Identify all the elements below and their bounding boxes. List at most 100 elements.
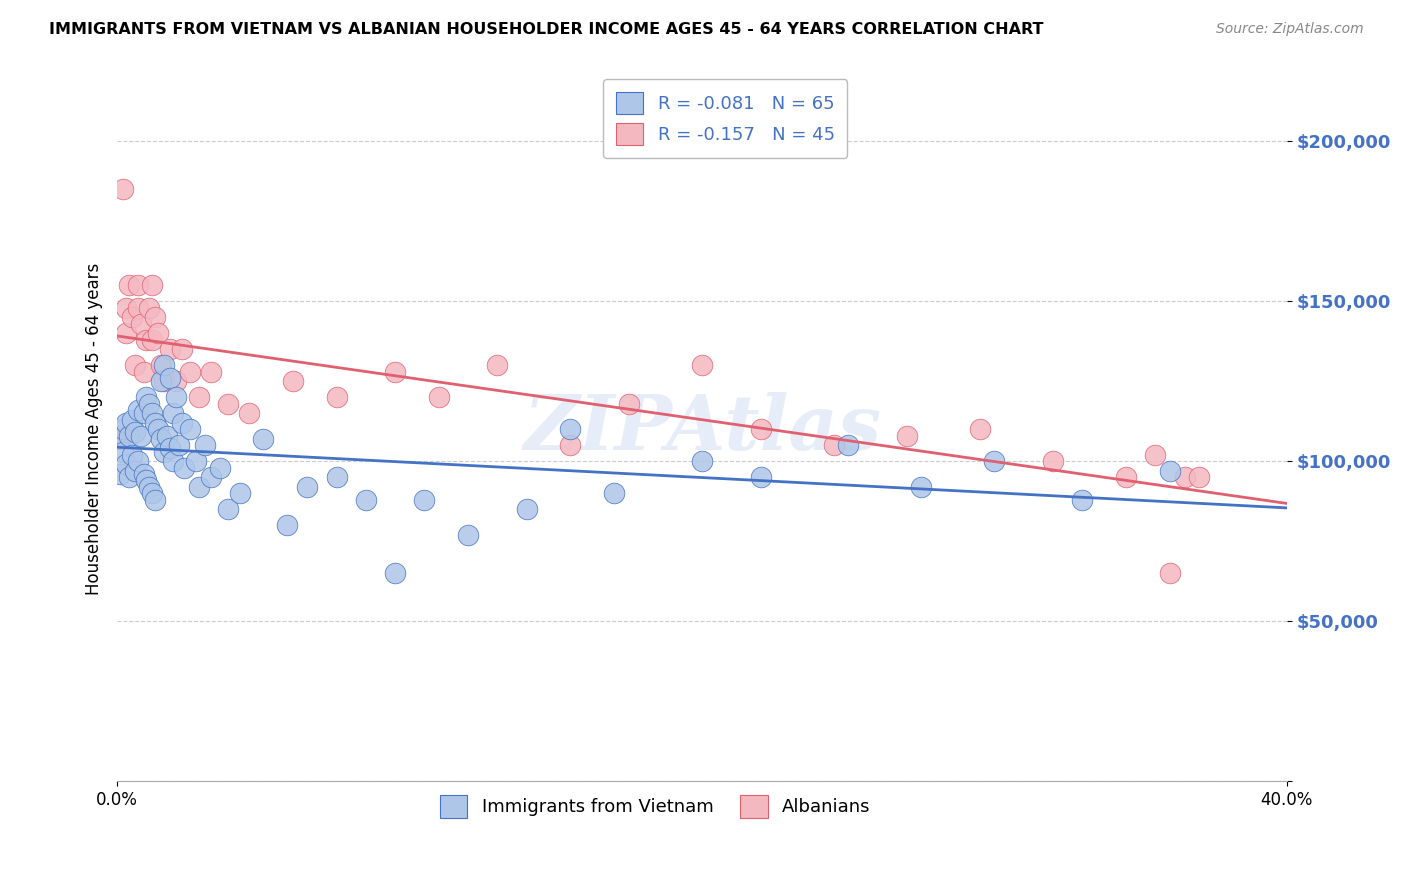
Point xyxy=(1159,464,1181,478)
Point xyxy=(617,397,640,411)
Point xyxy=(108,432,131,446)
Point xyxy=(516,502,538,516)
Point xyxy=(124,358,146,372)
Point xyxy=(115,301,138,315)
Point xyxy=(486,358,509,372)
Point xyxy=(1159,566,1181,581)
Point xyxy=(129,428,152,442)
Point xyxy=(179,365,201,379)
Point xyxy=(749,422,772,436)
Point xyxy=(200,470,222,484)
Point xyxy=(127,278,149,293)
Point xyxy=(153,444,176,458)
Point xyxy=(132,467,155,481)
Point xyxy=(1144,448,1167,462)
Point xyxy=(159,371,181,385)
Point xyxy=(194,438,217,452)
Point xyxy=(983,454,1005,468)
Point xyxy=(910,480,932,494)
Point xyxy=(159,343,181,357)
Point xyxy=(143,416,166,430)
Point xyxy=(143,310,166,325)
Point xyxy=(749,470,772,484)
Point xyxy=(1188,470,1211,484)
Point xyxy=(165,374,187,388)
Point xyxy=(188,480,211,494)
Point xyxy=(1173,470,1195,484)
Point xyxy=(603,486,626,500)
Point xyxy=(325,470,347,484)
Point xyxy=(135,333,157,347)
Point xyxy=(135,474,157,488)
Point xyxy=(896,428,918,442)
Point xyxy=(252,432,274,446)
Point xyxy=(108,428,131,442)
Point xyxy=(141,486,163,500)
Point xyxy=(217,502,239,516)
Point xyxy=(112,182,135,196)
Point xyxy=(229,486,252,500)
Point xyxy=(173,460,195,475)
Point xyxy=(146,422,169,436)
Point xyxy=(127,454,149,468)
Point xyxy=(124,425,146,440)
Text: Source: ZipAtlas.com: Source: ZipAtlas.com xyxy=(1216,22,1364,37)
Point xyxy=(690,358,713,372)
Point xyxy=(146,326,169,341)
Point xyxy=(115,326,138,341)
Point xyxy=(413,492,436,507)
Point xyxy=(162,454,184,468)
Point xyxy=(170,343,193,357)
Point xyxy=(121,448,143,462)
Point xyxy=(150,374,173,388)
Point xyxy=(165,390,187,404)
Point xyxy=(121,412,143,426)
Point xyxy=(188,390,211,404)
Point xyxy=(108,467,131,481)
Point xyxy=(384,566,406,581)
Point xyxy=(457,527,479,541)
Point xyxy=(217,397,239,411)
Point xyxy=(560,438,582,452)
Point xyxy=(112,422,135,436)
Point xyxy=(325,390,347,404)
Point xyxy=(135,390,157,404)
Point xyxy=(170,416,193,430)
Point xyxy=(281,374,304,388)
Point xyxy=(156,428,179,442)
Point xyxy=(129,317,152,331)
Point xyxy=(118,428,141,442)
Point xyxy=(969,422,991,436)
Point xyxy=(427,390,450,404)
Point xyxy=(276,518,298,533)
Point xyxy=(115,458,138,472)
Point xyxy=(1042,454,1064,468)
Point xyxy=(138,301,160,315)
Point xyxy=(115,416,138,430)
Point xyxy=(141,278,163,293)
Point xyxy=(121,310,143,325)
Point xyxy=(124,464,146,478)
Point xyxy=(823,438,845,452)
Point xyxy=(690,454,713,468)
Point xyxy=(138,480,160,494)
Point xyxy=(167,438,190,452)
Point xyxy=(297,480,319,494)
Y-axis label: Householder Income Ages 45 - 64 years: Householder Income Ages 45 - 64 years xyxy=(86,263,103,595)
Point xyxy=(179,422,201,436)
Point xyxy=(118,470,141,484)
Point xyxy=(1115,470,1137,484)
Point xyxy=(1071,492,1094,507)
Point xyxy=(127,403,149,417)
Point xyxy=(837,438,859,452)
Point xyxy=(384,365,406,379)
Point xyxy=(238,406,260,420)
Point xyxy=(127,301,149,315)
Point xyxy=(138,397,160,411)
Point xyxy=(159,442,181,456)
Point xyxy=(150,358,173,372)
Legend: Immigrants from Vietnam, Albanians: Immigrants from Vietnam, Albanians xyxy=(433,789,877,825)
Point xyxy=(153,358,176,372)
Point xyxy=(560,422,582,436)
Text: IMMIGRANTS FROM VIETNAM VS ALBANIAN HOUSEHOLDER INCOME AGES 45 - 64 YEARS CORREL: IMMIGRANTS FROM VIETNAM VS ALBANIAN HOUS… xyxy=(49,22,1043,37)
